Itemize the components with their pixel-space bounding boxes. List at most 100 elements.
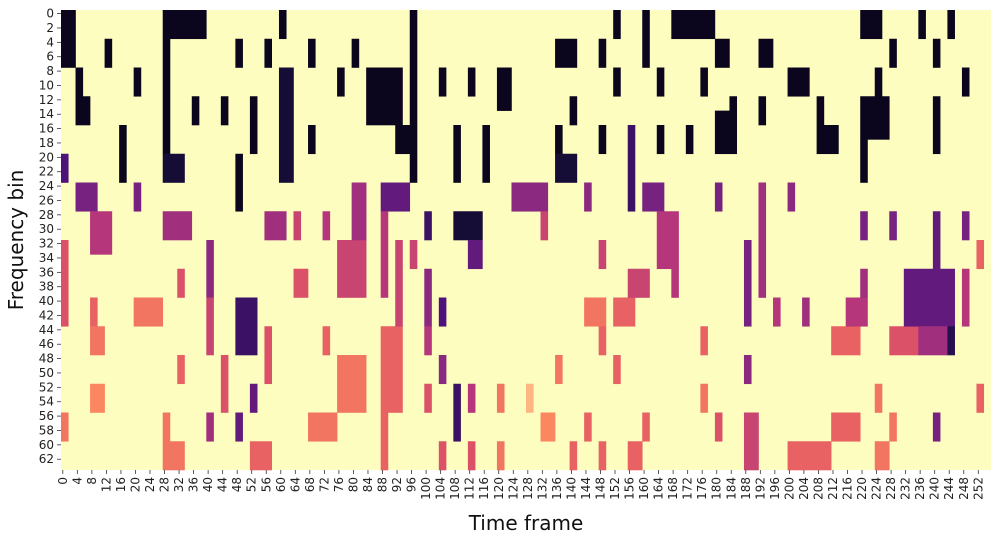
heatmap-cell xyxy=(613,355,621,385)
heatmap-cell xyxy=(395,240,403,327)
heatmap-cell xyxy=(932,38,941,68)
y-tick-label: 48 xyxy=(39,352,54,366)
heatmap-cell xyxy=(409,240,418,270)
heatmap-cell xyxy=(206,412,214,442)
x-tick-label: 208 xyxy=(811,477,825,500)
x-tick-label: 8 xyxy=(85,477,99,485)
heatmap-cell xyxy=(191,96,200,126)
y-tick-label: 54 xyxy=(39,395,54,409)
heatmap-cell xyxy=(177,355,185,385)
heatmap-cell xyxy=(947,326,955,356)
heatmap-cell xyxy=(714,182,723,212)
heatmap-cell xyxy=(976,383,985,413)
y-tick-label: 28 xyxy=(39,208,54,222)
x-tick-label: 100 xyxy=(419,477,433,500)
heatmap-cell xyxy=(889,326,919,356)
heatmap-cell xyxy=(206,240,214,298)
heatmap-cell xyxy=(133,297,164,327)
heatmap-cell xyxy=(61,10,76,68)
y-tick-label: 2 xyxy=(46,21,54,35)
heatmap-cell xyxy=(642,412,650,442)
heatmap-cell xyxy=(380,412,389,471)
y-tick-label: 38 xyxy=(39,280,54,294)
heatmap-cell xyxy=(642,10,650,68)
x-tick-label: 76 xyxy=(332,477,346,492)
x-tick-label: 228 xyxy=(884,477,898,500)
heatmap-cell xyxy=(162,441,185,471)
heatmap-cell xyxy=(598,38,607,68)
heatmap-cell xyxy=(162,153,185,183)
heatmap-cell xyxy=(584,182,592,212)
heatmap-cell xyxy=(787,182,796,212)
heatmap-cell xyxy=(685,125,694,155)
heatmap-cell xyxy=(758,182,767,298)
x-tick-label: 108 xyxy=(448,477,462,500)
x-tick-label: 148 xyxy=(593,477,607,500)
x-tick-label: 236 xyxy=(913,477,927,500)
x-tick-label: 60 xyxy=(274,477,288,492)
heatmap-cell xyxy=(700,67,708,97)
heatmap-cell xyxy=(729,96,738,140)
heatmap-cell xyxy=(467,441,476,471)
x-axis: 0 4 8 12 16 20 24 28 32 36 40 44 48 52 56 60 64 68 72 76 80 8… xyxy=(56,470,985,500)
heatmap-cell xyxy=(162,211,193,241)
x-tick-label: 16 xyxy=(114,477,128,492)
heatmap-cell xyxy=(671,268,679,298)
heatmap-cell xyxy=(555,38,578,68)
heatmap-cell xyxy=(642,182,665,212)
heatmap-cell xyxy=(249,441,273,471)
y-tick-label: 12 xyxy=(39,93,54,107)
heatmap-cell xyxy=(438,297,447,327)
heatmap-cell xyxy=(235,297,258,356)
heatmap-cell xyxy=(874,441,890,471)
heatmap-cell xyxy=(496,383,505,413)
heatmap-cell xyxy=(293,211,302,241)
x-tick-label: 200 xyxy=(782,477,796,500)
x-tick-label: 0 xyxy=(56,477,70,485)
x-tick-label: 116 xyxy=(477,477,491,500)
heatmap-cell xyxy=(540,211,549,241)
x-tick-label: 56 xyxy=(259,477,273,492)
y-tick-label: 52 xyxy=(39,380,54,394)
heatmap-cell xyxy=(845,297,868,327)
heatmap-cell xyxy=(816,125,839,155)
heatmap-cell xyxy=(627,125,636,212)
heatmap-cell xyxy=(947,10,955,40)
x-tick-label: 184 xyxy=(724,477,738,500)
x-tick-label: 240 xyxy=(928,477,942,500)
heatmap-cell xyxy=(133,182,142,212)
x-tick-label: 252 xyxy=(971,477,985,500)
heatmap-cell xyxy=(249,383,258,413)
y-axis-title: Frequency bin xyxy=(4,170,28,311)
heatmap-cell xyxy=(61,240,69,327)
heatmap-cell xyxy=(235,412,243,442)
heatmap-cell xyxy=(75,67,84,126)
heatmap-cell xyxy=(453,383,461,442)
y-tick-label: 18 xyxy=(39,136,54,150)
heatmap-cell xyxy=(264,38,273,68)
heatmap-cell xyxy=(569,441,578,471)
heatmap-cell xyxy=(961,67,970,97)
heatmap-cell xyxy=(496,441,505,471)
x-tick-label: 244 xyxy=(942,477,956,500)
x-tick-label: 24 xyxy=(143,477,157,492)
x-tick-label: 72 xyxy=(317,477,331,492)
x-tick-label: 88 xyxy=(376,477,390,492)
heatmap-cell xyxy=(700,326,708,356)
y-tick-label: 50 xyxy=(39,366,54,380)
heatmap-cell xyxy=(438,441,447,471)
x-tick-label: 172 xyxy=(681,477,695,500)
heatmap-cell xyxy=(613,10,621,40)
heatmap-cell xyxy=(743,240,752,327)
heatmap-cell xyxy=(918,326,948,356)
heatmap-cell xyxy=(758,96,767,126)
heatmap-cell xyxy=(293,268,309,298)
x-tick-label: 32 xyxy=(172,477,186,492)
x-tick-label: 112 xyxy=(463,477,477,500)
x-tick-label: 220 xyxy=(855,477,869,500)
y-tick-label: 22 xyxy=(39,165,54,179)
x-tick-label: 196 xyxy=(768,477,782,500)
heatmap-cell xyxy=(220,96,229,126)
x-axis-title: Time frame xyxy=(468,511,584,535)
